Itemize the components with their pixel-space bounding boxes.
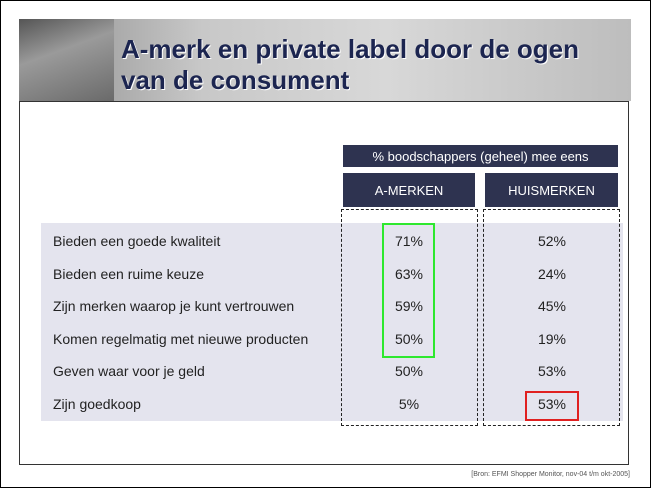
- title: A-merk en private label door de ogen: [121, 34, 579, 64]
- highlight-green: [382, 223, 435, 358]
- cell: 53%: [537, 396, 567, 412]
- title: van de consument: [121, 65, 350, 95]
- row-label: Bieden een ruime keuze: [53, 265, 204, 282]
- row-label: Zijn goedkoop: [53, 396, 141, 412]
- cell: 59%: [394, 298, 424, 315]
- cell: 19%: [537, 330, 567, 347]
- row-label: Komen regelmatig met nieuwe producten: [53, 330, 309, 347]
- column-outline: [483, 209, 620, 426]
- cell: 24%: [537, 265, 567, 282]
- column-header: HUISMERKEN: [485, 173, 618, 207]
- column-header: A-MERKEN: [343, 173, 475, 207]
- cell: 45%: [537, 298, 567, 315]
- row-label: Bieden een goede kwaliteit: [53, 233, 221, 249]
- row-label: Zijn merken waarop je kunt vertrouwen: [53, 298, 295, 315]
- rows-background: [41, 223, 623, 421]
- column-outline: [341, 209, 478, 426]
- row-label: Geven waar voor je geld: [53, 363, 205, 380]
- cell: 52%: [537, 233, 567, 249]
- cell: 5%: [398, 396, 420, 412]
- cell: 71%: [394, 233, 424, 249]
- cell: 63%: [394, 265, 424, 282]
- content-frame: [19, 101, 629, 465]
- cell: 53%: [537, 363, 567, 380]
- header-band: [19, 19, 631, 101]
- highlight-red: [525, 391, 579, 421]
- header-photo: [19, 19, 114, 101]
- source-note: [Bron: EFMI Shopper Monitor, nov-04 t/m …: [471, 471, 630, 478]
- cell: 50%: [394, 363, 424, 380]
- cell: 50%: [394, 330, 424, 347]
- group-header: % boodschappers (geheel) mee eens: [343, 145, 618, 167]
